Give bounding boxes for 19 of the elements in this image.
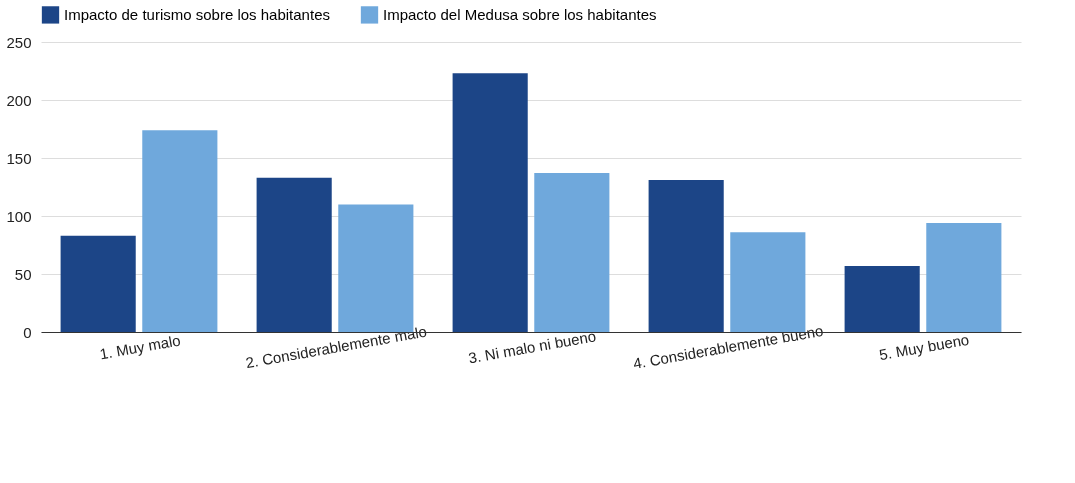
y-tick-label: 250 [6,33,32,51]
y-tick-label: 50 [14,265,32,283]
bar [452,73,528,332]
legend-label: Impacto de turismo sobre los habitantes [64,5,330,23]
bar [926,222,1002,332]
y-tick-label: 150 [6,149,32,167]
x-tick-label: 3. Ni malo ni bueno [467,327,598,367]
y-tick-label: 100 [6,207,32,225]
bar [60,235,136,332]
x-tick-label: 5. Muy bueno [877,330,971,364]
y-tick-label: 0 [23,323,32,341]
bar [534,173,610,332]
bar [648,180,724,332]
legend-label: Impacto del Medusa sobre los habitantes [383,5,657,23]
y-tick-label: 200 [6,91,32,109]
bar [142,130,218,332]
x-tick-label: 1. Muy malo [98,331,182,363]
bar [844,265,920,332]
bar [256,177,332,332]
